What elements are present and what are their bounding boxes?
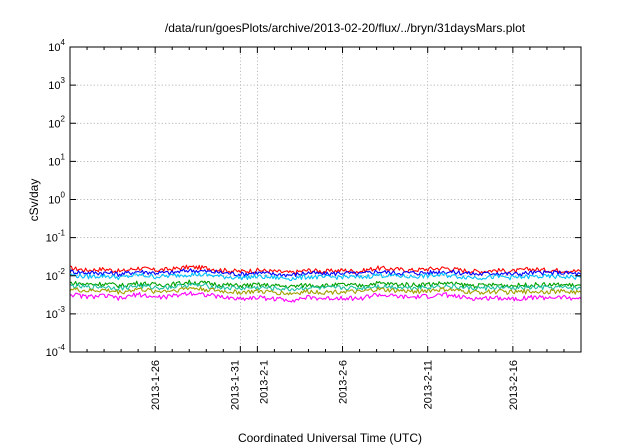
y-tick-label: 102 <box>48 114 65 130</box>
series-line <box>69 272 582 282</box>
y-tick-label: 103 <box>48 76 65 92</box>
series-line <box>69 291 582 303</box>
x-tick-label: 2013-2-11 <box>423 360 435 409</box>
series-group <box>69 264 582 303</box>
x-tick-label: 2013-2-1 <box>258 360 270 404</box>
y-tick-label: 101 <box>48 152 65 168</box>
y-axis-label: cSv/day <box>27 179 41 222</box>
y-tick-label: 10-3 <box>46 305 66 321</box>
series-line <box>69 282 582 292</box>
y-tick-label: 10-2 <box>46 267 66 283</box>
y-tick-label: 104 <box>48 38 65 54</box>
x-tick-label: 2013-1-31 <box>229 360 241 410</box>
x-axis: 2013-1-26 2013-1-31 2013-2-1 2013-2-6 2013-2… <box>86 47 565 410</box>
x-tick-label: 2013-1-26 <box>150 360 162 410</box>
y-tick-label: 100 <box>48 191 65 207</box>
series-line <box>69 279 582 289</box>
y-axis: 10-4 10-3 10-2 10-1 100 101 102 103 104 <box>46 38 581 359</box>
x-axis-label: Coordinated Universal Time (UTC) <box>238 431 422 445</box>
y-tick-label: 10-4 <box>46 343 66 359</box>
series-line <box>70 264 582 275</box>
chart-title: /data/run/goesPlots/archive/2013-02-20/f… <box>165 21 526 35</box>
grid <box>70 47 581 352</box>
y-tick-label: 10-1 <box>46 229 66 245</box>
series-line <box>69 286 582 296</box>
x-tick-label: 2013-2-16 <box>508 360 520 410</box>
x-tick-label: 2013-2-6 <box>338 360 350 404</box>
